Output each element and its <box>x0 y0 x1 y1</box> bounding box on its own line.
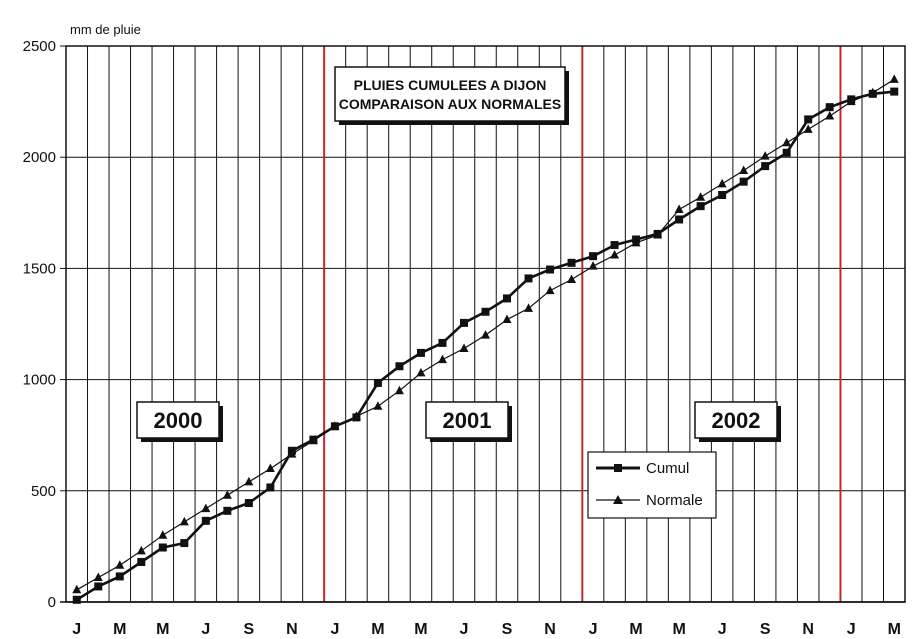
cumul-point <box>826 103 834 111</box>
cumul-point <box>73 596 81 604</box>
cumul-point <box>740 178 748 186</box>
legend: Cumul Normale <box>588 452 716 518</box>
chart-title-line-1: PLUIES CUMULEES A DIJON <box>354 77 547 93</box>
y-tick-label: 0 <box>48 594 56 611</box>
cumul-point <box>395 362 403 370</box>
year-label-2001: 2001 <box>426 402 512 442</box>
x-tick-label: M <box>156 621 169 638</box>
x-tick-label: M <box>371 621 384 638</box>
cumul-point <box>223 507 231 515</box>
cumul-point <box>568 259 576 267</box>
cumul-point <box>137 558 145 566</box>
year-label-2002-text: 2002 <box>712 408 761 433</box>
cumul-point <box>245 499 253 507</box>
y-tick-label: 2500 <box>23 38 56 55</box>
x-tick-label: S <box>244 621 255 638</box>
x-tick-label: J <box>72 621 81 638</box>
cumul-point <box>503 294 511 302</box>
cumul-point <box>804 115 812 123</box>
x-tick-label: J <box>847 621 856 638</box>
x-tick-label: S <box>502 621 513 638</box>
y-tick-label: 2000 <box>23 149 56 166</box>
x-tick-label: J <box>718 621 727 638</box>
x-tick-label: J <box>460 621 469 638</box>
x-tick-label: J <box>589 621 598 638</box>
cumul-point <box>482 308 490 316</box>
x-tick-label: J <box>330 621 339 638</box>
x-tick-label: N <box>544 621 556 638</box>
cumul-point <box>783 149 791 157</box>
chart-title-box: PLUIES CUMULEES A DIJON COMPARAISON AUX … <box>335 67 569 125</box>
cumul-point <box>611 241 619 249</box>
cumul-point <box>180 539 188 547</box>
year-label-2002: 2002 <box>695 402 781 442</box>
year-label-2001-text: 2001 <box>443 408 492 433</box>
y-tick-label: 1000 <box>23 372 56 389</box>
legend-normale-label: Normale <box>646 492 703 509</box>
cumul-point <box>202 517 210 525</box>
legend-cumul-label: Cumul <box>646 460 689 477</box>
cumul-point <box>589 252 597 260</box>
x-tick-label: S <box>760 621 771 638</box>
x-tick-label: J <box>201 621 210 638</box>
year-label-2000: 2000 <box>137 402 223 442</box>
cumul-point <box>460 319 468 327</box>
cumul-point <box>697 202 705 210</box>
y-tick-label: 1500 <box>23 260 56 277</box>
cumul-point <box>374 379 382 387</box>
x-tick-label: N <box>802 621 814 638</box>
x-tick-label: N <box>286 621 298 638</box>
x-tick-label: M <box>629 621 642 638</box>
chart-title-line-2: COMPARAISON AUX NORMALES <box>339 96 561 112</box>
cumul-point <box>417 349 425 357</box>
cumul-point <box>159 544 167 552</box>
cumul-point <box>761 162 769 170</box>
cumul-point <box>116 572 124 580</box>
x-tick-label: M <box>888 621 901 638</box>
cumul-point <box>266 483 274 491</box>
x-tick-label: M <box>414 621 427 638</box>
x-tick-label: M <box>672 621 685 638</box>
cumul-point <box>438 339 446 347</box>
year-label-2000-text: 2000 <box>154 408 203 433</box>
cumul-point <box>718 191 726 199</box>
cumul-point <box>94 582 102 590</box>
y-axis-label: mm de pluie <box>70 22 141 37</box>
cumul-point <box>890 88 898 96</box>
y-tick-label: 500 <box>31 483 56 500</box>
cumul-point <box>525 274 533 282</box>
cumul-point <box>675 215 683 223</box>
x-tick-label: M <box>113 621 126 638</box>
cumul-point <box>546 266 554 274</box>
